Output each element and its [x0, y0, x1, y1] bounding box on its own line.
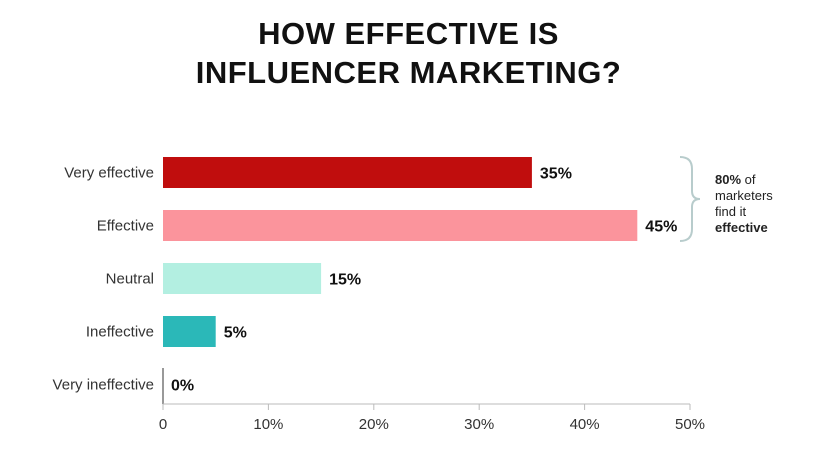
- x-tick-label: 20%: [359, 416, 389, 433]
- chart-title: HOW EFFECTIVE IS INFLUENCER MARKETING?: [0, 14, 817, 92]
- value-label: 35%: [540, 166, 572, 183]
- value-label: 15%: [329, 272, 361, 289]
- bar: [163, 210, 638, 241]
- category-label: Very ineffective: [53, 377, 154, 394]
- bar: [163, 316, 216, 347]
- category-label: Effective: [97, 218, 154, 235]
- value-label: 0%: [171, 378, 194, 395]
- chart-title-line-1: HOW EFFECTIVE IS: [258, 16, 559, 51]
- annotation-text-1: of: [741, 172, 756, 187]
- annotation-highlight: 80%: [715, 172, 742, 187]
- annotation-text: 80% of marketers find it effective: [715, 172, 815, 236]
- annotation-text-3: find it: [715, 204, 747, 219]
- annotation-text-2: marketers: [715, 188, 773, 203]
- annotation-emphasis: effective: [715, 220, 768, 235]
- bar: [163, 157, 532, 188]
- category-label: Very effective: [64, 165, 154, 182]
- x-tick-label: 10%: [253, 416, 283, 433]
- value-label: 5%: [224, 325, 247, 342]
- chart-title-line-2: INFLUENCER MARKETING?: [195, 55, 622, 90]
- x-tick-label: 0: [159, 416, 167, 433]
- category-label: Ineffective: [86, 324, 154, 341]
- x-tick-label: 30%: [464, 416, 494, 433]
- annotation-bracket: [679, 156, 701, 242]
- bar: [163, 263, 322, 294]
- x-tick-label: 50%: [675, 416, 705, 433]
- value-label: 45%: [645, 219, 677, 236]
- x-tick-label: 40%: [570, 416, 600, 433]
- category-label: Neutral: [106, 271, 154, 288]
